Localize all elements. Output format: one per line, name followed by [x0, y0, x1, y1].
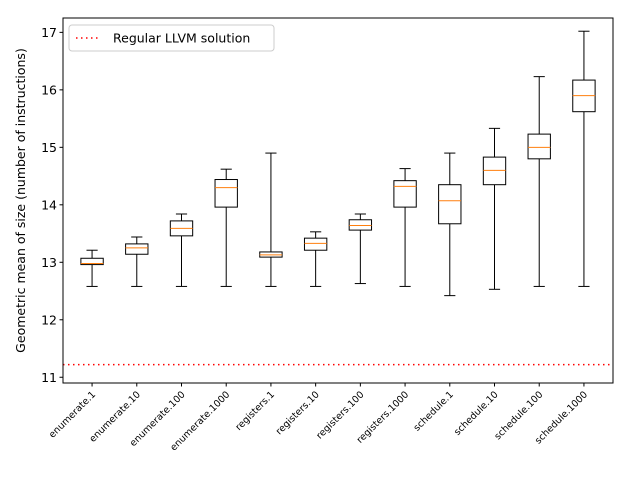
legend-box	[68, 24, 275, 52]
iqr-box	[482, 156, 507, 186]
iqr-box	[393, 180, 417, 208]
iqr-box	[125, 243, 149, 255]
box-schedule.100	[527, 76, 551, 287]
box-registers.10	[303, 231, 328, 287]
box-enumerate.1000	[214, 168, 238, 287]
box-registers.1000	[393, 168, 417, 287]
y-tick-label: 11	[41, 370, 57, 385]
box-enumerate.1	[80, 249, 104, 287]
y-tick-label: 12	[41, 312, 57, 327]
box-enumerate.100	[169, 213, 194, 287]
box-schedule.1000	[572, 30, 596, 287]
box-registers.100	[348, 213, 373, 285]
legend: Regular LLVM solution	[68, 24, 275, 52]
iqr-box	[438, 184, 462, 225]
box-enumerate.10	[125, 236, 149, 287]
axes-frame	[62, 17, 614, 384]
y-tick-label: 16	[41, 82, 57, 97]
iqr-box	[303, 237, 328, 251]
y-tick-label: 15	[41, 140, 57, 155]
iqr-box	[214, 179, 238, 208]
legend-label: Regular LLVM solution	[113, 31, 250, 46]
iqr-box	[348, 219, 373, 231]
y-axis-label: Geometric mean of size (number of instru…	[13, 48, 28, 353]
box-schedule.1	[438, 152, 462, 297]
y-tick-label: 17	[41, 25, 57, 40]
y-tick-label: 13	[41, 255, 57, 270]
y-axis: 11 12 13 14 15 16 17	[41, 25, 63, 385]
iqr-box	[80, 257, 104, 266]
plot-area	[63, 30, 613, 366]
box-registers.1	[259, 152, 283, 287]
y-tick-label: 14	[41, 197, 57, 212]
iqr-box	[527, 133, 551, 160]
box-schedule.10	[482, 127, 507, 290]
